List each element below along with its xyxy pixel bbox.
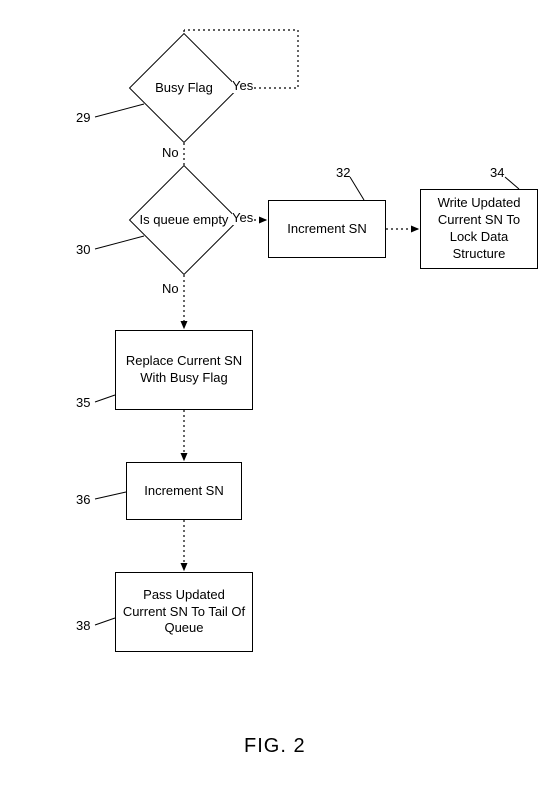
edge-label-d29-no: No	[162, 145, 179, 160]
process-increment-sn-36-label: Increment SN	[144, 483, 223, 500]
ref-35: 35	[76, 395, 90, 410]
decision-queue-empty: Is queue empty	[145, 181, 223, 259]
process-write-updated-sn: Write Updated Current SN To Lock Data St…	[420, 189, 538, 269]
process-write-updated-sn-label: Write Updated Current SN To Lock Data St…	[425, 195, 533, 263]
ref-38: 38	[76, 618, 90, 633]
ref-32: 32	[336, 165, 350, 180]
process-replace-sn-busy-label: Replace Current SN With Busy Flag	[122, 353, 246, 387]
edge-label-d30-yes: Yes	[232, 210, 253, 225]
decision-busy-flag-label: Busy Flag	[125, 49, 243, 127]
ref-36: 36	[76, 492, 90, 507]
ref-29: 29	[76, 110, 90, 125]
process-increment-sn-36: Increment SN	[126, 462, 242, 520]
figure-label: FIG. 2	[244, 735, 306, 758]
ref-30: 30	[76, 242, 90, 257]
process-increment-sn-32: Increment SN	[268, 200, 386, 258]
edge-label-d29-yes: Yes	[232, 78, 253, 93]
process-increment-sn-32-label: Increment SN	[287, 221, 366, 238]
decision-queue-empty-label: Is queue empty	[125, 181, 243, 259]
edge-label-d30-no: No	[162, 281, 179, 296]
decision-busy-flag: Busy Flag	[145, 49, 223, 127]
process-pass-sn-tail: Pass Updated Current SN To Tail Of Queue	[115, 572, 253, 652]
process-replace-sn-busy: Replace Current SN With Busy Flag	[115, 330, 253, 410]
ref-34: 34	[490, 165, 504, 180]
process-pass-sn-tail-label: Pass Updated Current SN To Tail Of Queue	[122, 587, 246, 638]
